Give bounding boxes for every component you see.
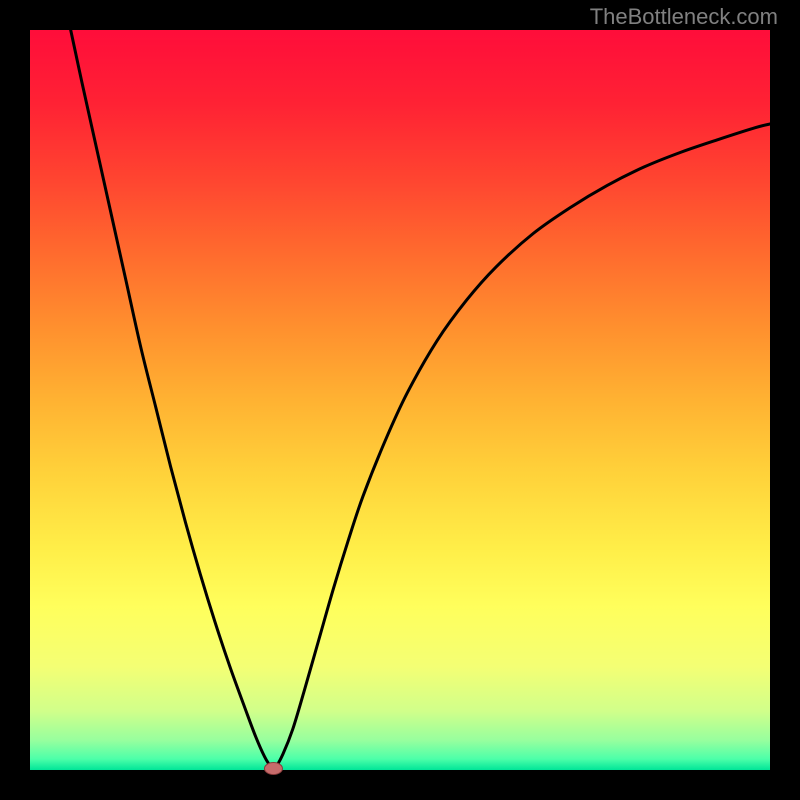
bottleneck-chart <box>0 0 800 800</box>
chart-container: TheBottleneck.com <box>0 0 800 800</box>
plot-area <box>30 30 770 770</box>
watermark-text: TheBottleneck.com <box>590 4 778 30</box>
optimum-marker <box>264 763 282 775</box>
